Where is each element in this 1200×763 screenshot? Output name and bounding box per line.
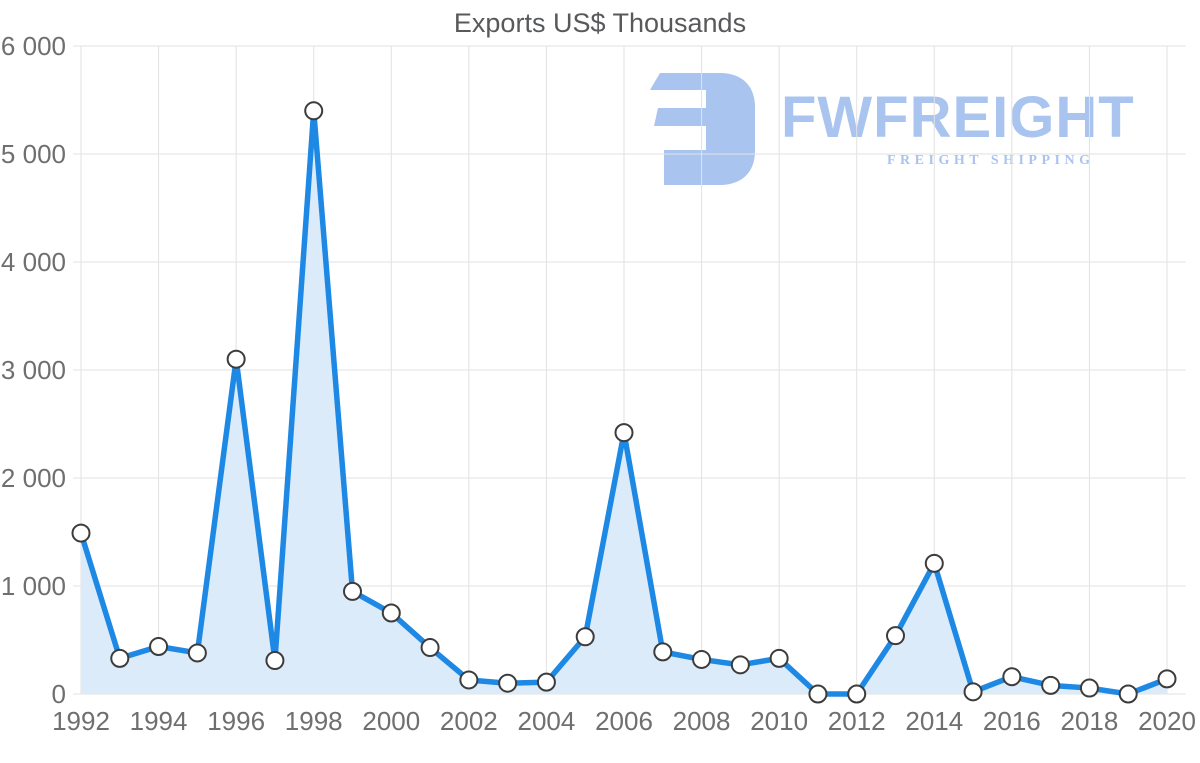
data-point-marker[interactable]: [1079, 678, 1099, 698]
data-point-marker[interactable]: [1002, 667, 1022, 687]
y-axis-label: 1 000: [1, 571, 66, 601]
watermark-brand: FWFREIGHT: [781, 85, 1135, 150]
data-point-marker[interactable]: [847, 684, 867, 704]
data-point-marker[interactable]: [498, 673, 518, 693]
data-point-marker[interactable]: [886, 626, 905, 646]
data-point-marker[interactable]: [692, 649, 712, 669]
data-point-marker[interactable]: [149, 636, 169, 656]
data-point-marker[interactable]: [575, 627, 595, 647]
data-point-marker[interactable]: [653, 642, 673, 662]
data-point-marker[interactable]: [343, 581, 362, 601]
data-point-marker[interactable]: [614, 423, 634, 443]
data-point-marker[interactable]: [1157, 669, 1177, 689]
data-point-marker[interactable]: [1118, 684, 1138, 704]
data-point-marker[interactable]: [304, 101, 324, 121]
data-point-marker[interactable]: [924, 553, 944, 573]
x-axis-label: 1992: [52, 706, 110, 736]
x-axis-label: 2018: [1061, 706, 1119, 736]
x-axis-label: 2020: [1138, 706, 1196, 736]
x-axis-label: 2008: [673, 706, 731, 736]
y-axis-label: 5 000: [1, 139, 66, 169]
fwfreight-logo-icon: [650, 73, 755, 185]
data-point-marker[interactable]: [963, 682, 983, 702]
data-point-marker[interactable]: [381, 603, 401, 623]
x-axis-label: 2016: [983, 706, 1041, 736]
y-axis-label: 3 000: [1, 355, 66, 385]
y-axis-label: 0: [52, 679, 66, 709]
x-axis-label: 2014: [905, 706, 963, 736]
data-point-marker[interactable]: [226, 349, 246, 369]
x-axis-label: 2010: [750, 706, 808, 736]
watermark-text: FWFREIGHT FREIGHT SHIPPING: [781, 89, 1135, 169]
watermark: FWFREIGHT FREIGHT SHIPPING: [648, 73, 1135, 185]
data-point-marker[interactable]: [769, 648, 789, 668]
data-point-marker[interactable]: [110, 648, 130, 668]
data-point-marker[interactable]: [71, 523, 91, 543]
y-axis-label: 2 000: [1, 463, 66, 493]
data-point-marker[interactable]: [1041, 675, 1061, 695]
data-point-marker[interactable]: [730, 655, 750, 675]
data-point-marker[interactable]: [536, 672, 556, 692]
chart-title: Exports US$ Thousands: [453, 8, 747, 38]
watermark-tagline: FREIGHT SHIPPING: [887, 153, 1095, 168]
y-axis-label: 4 000: [1, 247, 66, 277]
series-area-fill: [81, 110, 1167, 695]
x-axis-label: 1994: [130, 706, 188, 736]
x-axis-label: 2000: [362, 706, 420, 736]
x-axis-label: 1996: [207, 706, 265, 736]
data-point-marker[interactable]: [808, 684, 828, 704]
data-point-marker[interactable]: [420, 638, 440, 658]
data-point-marker[interactable]: [187, 643, 207, 663]
x-axis-label: 2006: [595, 706, 653, 736]
data-point-marker[interactable]: [265, 651, 285, 671]
x-axis-label: 2004: [518, 706, 576, 736]
y-axis-label: 6 000: [1, 31, 66, 61]
x-axis-label: 2002: [440, 706, 498, 736]
x-axis-label: 2012: [828, 706, 886, 736]
data-point-marker[interactable]: [459, 670, 479, 690]
x-axis-label: 1998: [285, 706, 343, 736]
